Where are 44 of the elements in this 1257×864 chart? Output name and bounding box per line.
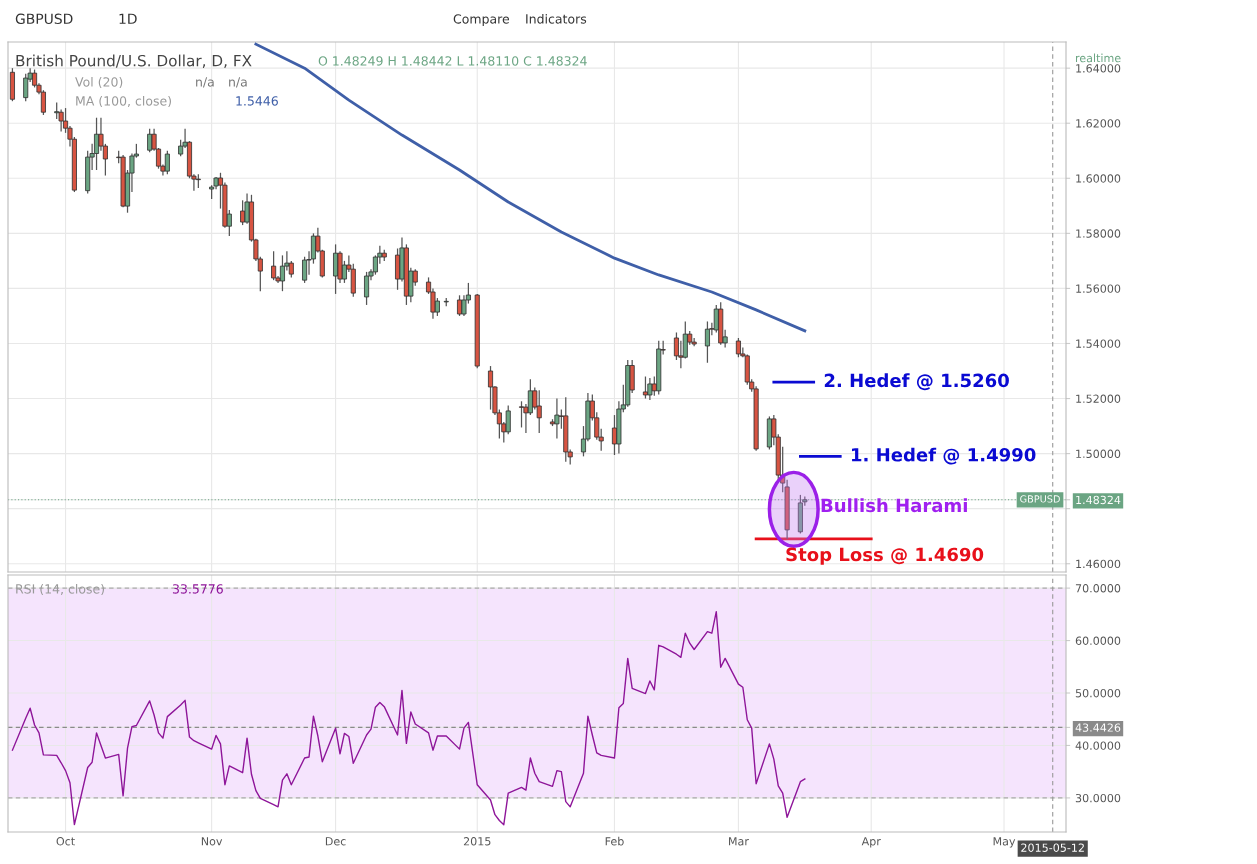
x-tick-label: 2015 <box>463 837 491 846</box>
text: Indicators <box>526 13 587 24</box>
y-tick-label: 70.0000 <box>1075 584 1121 593</box>
series-label: Stop Loss @ 1.4690 <box>786 547 984 565</box>
y-tick-label: 1.52000 <box>1076 394 1121 403</box>
text: realtime <box>1076 53 1121 63</box>
y-tick-label: 43.4426 <box>1075 723 1121 732</box>
y-tick-label: 1.48324 <box>1076 495 1121 505</box>
x-tick-label: May <box>993 837 1016 848</box>
y-tick-label: 1.64000 <box>1076 64 1121 73</box>
x-tick-label: Dec <box>325 837 346 846</box>
annotation: n/a <box>196 77 214 88</box>
y-tick-label: 50.0000 <box>1075 688 1121 698</box>
annotation: 33.5776 <box>172 584 223 594</box>
y-tick-label: 40.0000 <box>1075 741 1121 750</box>
series-label: 2. Hedef @ 1.5260 <box>824 373 1009 391</box>
text: British Pound/U.S. Dollar, D, FX <box>16 54 252 68</box>
annotation: n/a <box>229 77 247 88</box>
x-tick-label: Feb <box>605 836 624 846</box>
y-tick-label: 1.50000 <box>1076 449 1121 458</box>
x-tick-label: Apr <box>861 837 881 848</box>
series-label: 1. Hedef @ 1.4990 <box>851 447 1036 465</box>
x-tick-label: Oct <box>56 837 75 846</box>
x-tick-label: Mar <box>729 837 749 846</box>
y-tick-label: 1.56000 <box>1076 284 1121 293</box>
annotation: 1.5446 <box>236 96 278 106</box>
y-tick-label: 60.0000 <box>1075 636 1121 645</box>
annotation: Vol (20) <box>75 76 123 89</box>
annotation: MA (100, close) <box>76 95 171 108</box>
ref-line-label: 2015-05-12 <box>1021 843 1084 852</box>
y-tick-label: 1.54000 <box>1076 339 1121 348</box>
y-tick-label: 30.0000 <box>1075 793 1121 803</box>
annotation: RSI (14, close) <box>16 583 105 596</box>
text: 1D <box>119 13 137 24</box>
text: GBPUSD <box>15 13 73 25</box>
x-tick-label: Nov <box>201 837 223 846</box>
y-tick-label: 1.46000 <box>1076 559 1121 569</box>
annotation: Bullish Harami <box>821 498 967 513</box>
text: Compare <box>453 14 510 27</box>
y-tick-label: 1.62000 <box>1076 119 1121 128</box>
ref-line-label: GBPUSD <box>1020 495 1060 503</box>
annotation: O 1.48249 H 1.48442 L 1.48110 C 1.48324 <box>318 56 587 66</box>
y-tick-label: 1.60000 <box>1076 174 1121 183</box>
y-tick-label: 1.58000 <box>1076 229 1121 238</box>
